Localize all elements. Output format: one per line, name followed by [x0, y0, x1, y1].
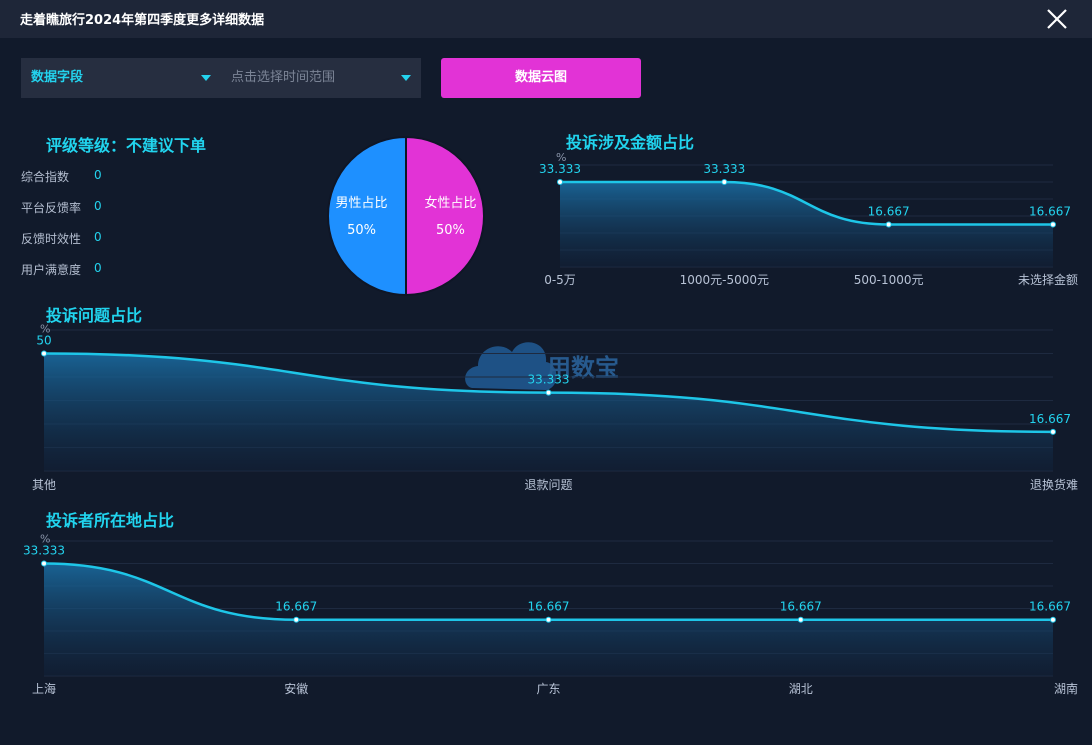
data-point	[1050, 616, 1056, 623]
series-line	[560, 180, 1053, 226]
data-label: 16.667	[528, 600, 570, 614]
x-tick-label: 湖北	[789, 681, 813, 696]
data-point	[545, 616, 552, 623]
pie-slice-label: 女性占比	[424, 195, 476, 211]
data-point	[1050, 428, 1056, 435]
x-tick-label: 广东	[536, 682, 560, 696]
pie-slice-label: 男性占比	[336, 196, 388, 211]
filter-bar: 数据字段 点击选择时间范围	[21, 58, 421, 98]
location-chart: %33.333 上海 16.667 安徽 16.667 广东 16.667 湖北 16.667 湖…	[23, 533, 1078, 696]
rating-value: 0	[94, 261, 102, 275]
data-label: 33.333	[23, 544, 65, 558]
x-tick-label: 其他	[32, 478, 56, 492]
data-label: 33.333	[703, 162, 745, 176]
field-select-label: 数据字段	[31, 70, 84, 85]
data-point	[41, 560, 47, 567]
location-chart-title: 投诉者所在地占比	[46, 511, 174, 530]
rating-value: 0	[94, 168, 102, 182]
unit-label: %	[40, 323, 50, 336]
data-cloud-button[interactable]: 数据云图	[441, 58, 641, 98]
pie-slice	[327, 135, 407, 297]
amount-chart-title: 投诉涉及金额占比	[566, 133, 694, 152]
title-bar: 走着瞧旅行2024年第四季度更多详细数据	[0, 0, 1092, 38]
watermark-text: 用数宝	[547, 354, 619, 382]
data-point	[293, 616, 300, 623]
data-point	[885, 221, 892, 228]
series-line	[43, 352, 1054, 434]
data-point	[721, 179, 728, 186]
area-fill	[44, 353, 1053, 471]
rating-label: 综合指数	[21, 170, 70, 184]
pie-slice	[405, 135, 485, 297]
window-title: 走着瞧旅行2024年第四季度更多详细数据	[20, 13, 265, 28]
x-tick-label: 500-1000元	[854, 273, 924, 287]
unit-label: %	[40, 533, 50, 546]
rating-label: 反馈时效性	[21, 232, 82, 246]
series-line	[43, 562, 1053, 621]
data-label: 16.667	[780, 600, 822, 614]
rating-label: 用户满意度	[21, 263, 82, 277]
data-point	[41, 350, 47, 357]
data-label: 16.667	[275, 600, 317, 614]
x-tick-label: 湖南	[1054, 681, 1078, 696]
close-icon[interactable]	[1044, 6, 1070, 32]
rating-value: 0	[94, 230, 102, 244]
data-label: 33.333	[539, 162, 581, 176]
data-label: 16.667	[1029, 412, 1071, 426]
data-point	[797, 616, 804, 623]
pie-slice-value: 50%	[347, 223, 376, 238]
area-fill	[560, 182, 1053, 267]
amount-chart: %33.3330-5万33.3331000元-5000元16.667500-10…	[539, 151, 1078, 287]
unit-label: %	[556, 151, 566, 164]
field-select[interactable]: 数据字段	[31, 58, 211, 98]
data-point	[557, 179, 563, 186]
rating-label: 平台反馈率	[21, 201, 82, 215]
chevron-down-icon[interactable]	[201, 75, 211, 81]
watermark-logo: 用数宝	[465, 342, 619, 390]
x-tick-label: 0-5万	[544, 273, 576, 287]
time-range-placeholder: 点击选择时间范围	[231, 70, 336, 85]
x-tick-label: 退款问题	[524, 478, 572, 492]
data-label: 33.333	[528, 373, 570, 387]
data-label: 16.667	[868, 204, 910, 218]
issue-chart: %50 其他 33.333 退款问题 16.667 退换货难	[32, 323, 1078, 493]
issue-chart-title: 投诉问题占比	[46, 306, 142, 325]
rating-title: 评级等级：不建议下单	[46, 136, 207, 155]
data-label: 16.667	[1029, 600, 1071, 614]
x-tick-label: 上海	[32, 681, 56, 696]
data-point	[545, 389, 552, 396]
data-point	[1050, 221, 1056, 228]
area-fill	[44, 563, 1053, 676]
data-label: 50	[36, 334, 51, 348]
x-tick-label: 安徽	[284, 681, 308, 696]
data-label: 16.667	[1029, 204, 1071, 218]
chevron-down-icon[interactable]	[401, 75, 411, 81]
pie-slice-value: 50%	[436, 223, 465, 238]
x-tick-label: 退换货难	[1030, 477, 1078, 492]
time-range-select[interactable]: 点击选择时间范围	[231, 58, 411, 98]
x-tick-label: 1000元-5000元	[680, 273, 769, 287]
x-tick-label: 未选择金额	[1018, 272, 1078, 287]
rating-value: 0	[94, 199, 102, 213]
cloud-icon	[465, 342, 557, 390]
